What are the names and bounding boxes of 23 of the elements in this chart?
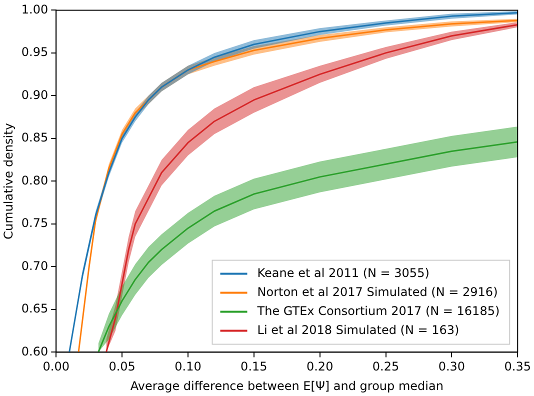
y-tick-label: 0.70 bbox=[21, 258, 48, 273]
legend-label: The GTEx Consortium 2017 (N = 16185) bbox=[256, 304, 500, 318]
legend-label: Li et al 2018 Simulated (N = 163) bbox=[257, 322, 460, 337]
x-tick-label: 0.35 bbox=[504, 360, 531, 374]
y-tick-label: 0.75 bbox=[21, 216, 48, 230]
x-tick-label: 0.10 bbox=[174, 360, 202, 374]
y-tick-label: 0.85 bbox=[21, 130, 48, 145]
y-tick-label: 0.65 bbox=[21, 302, 48, 316]
x-tick-label: 0.00 bbox=[42, 360, 70, 374]
x-axis-title: Average difference between E[Ψ] and group median bbox=[130, 378, 444, 393]
y-tick-label: 0.60 bbox=[21, 344, 48, 358]
legend-label: Keane et al 2011 (N = 3055) bbox=[257, 266, 430, 280]
x-tick-label: 0.20 bbox=[306, 360, 334, 374]
x-tick-label: 0.15 bbox=[240, 360, 268, 374]
y-axis-title: Cumulative density bbox=[1, 123, 16, 240]
y-tick-label: 0.80 bbox=[21, 173, 48, 188]
x-tick-label: 0.05 bbox=[108, 360, 136, 374]
legend-label: Norton et al 2017 Simulated (N = 2916) bbox=[257, 284, 498, 299]
y-tick-label: 0.90 bbox=[21, 88, 48, 102]
y-tick-label: 0.95 bbox=[21, 45, 48, 60]
x-tick-label: 0.25 bbox=[372, 360, 400, 374]
x-tick-label: 0.30 bbox=[438, 360, 466, 374]
y-tick-label: 1.00 bbox=[21, 2, 48, 16]
